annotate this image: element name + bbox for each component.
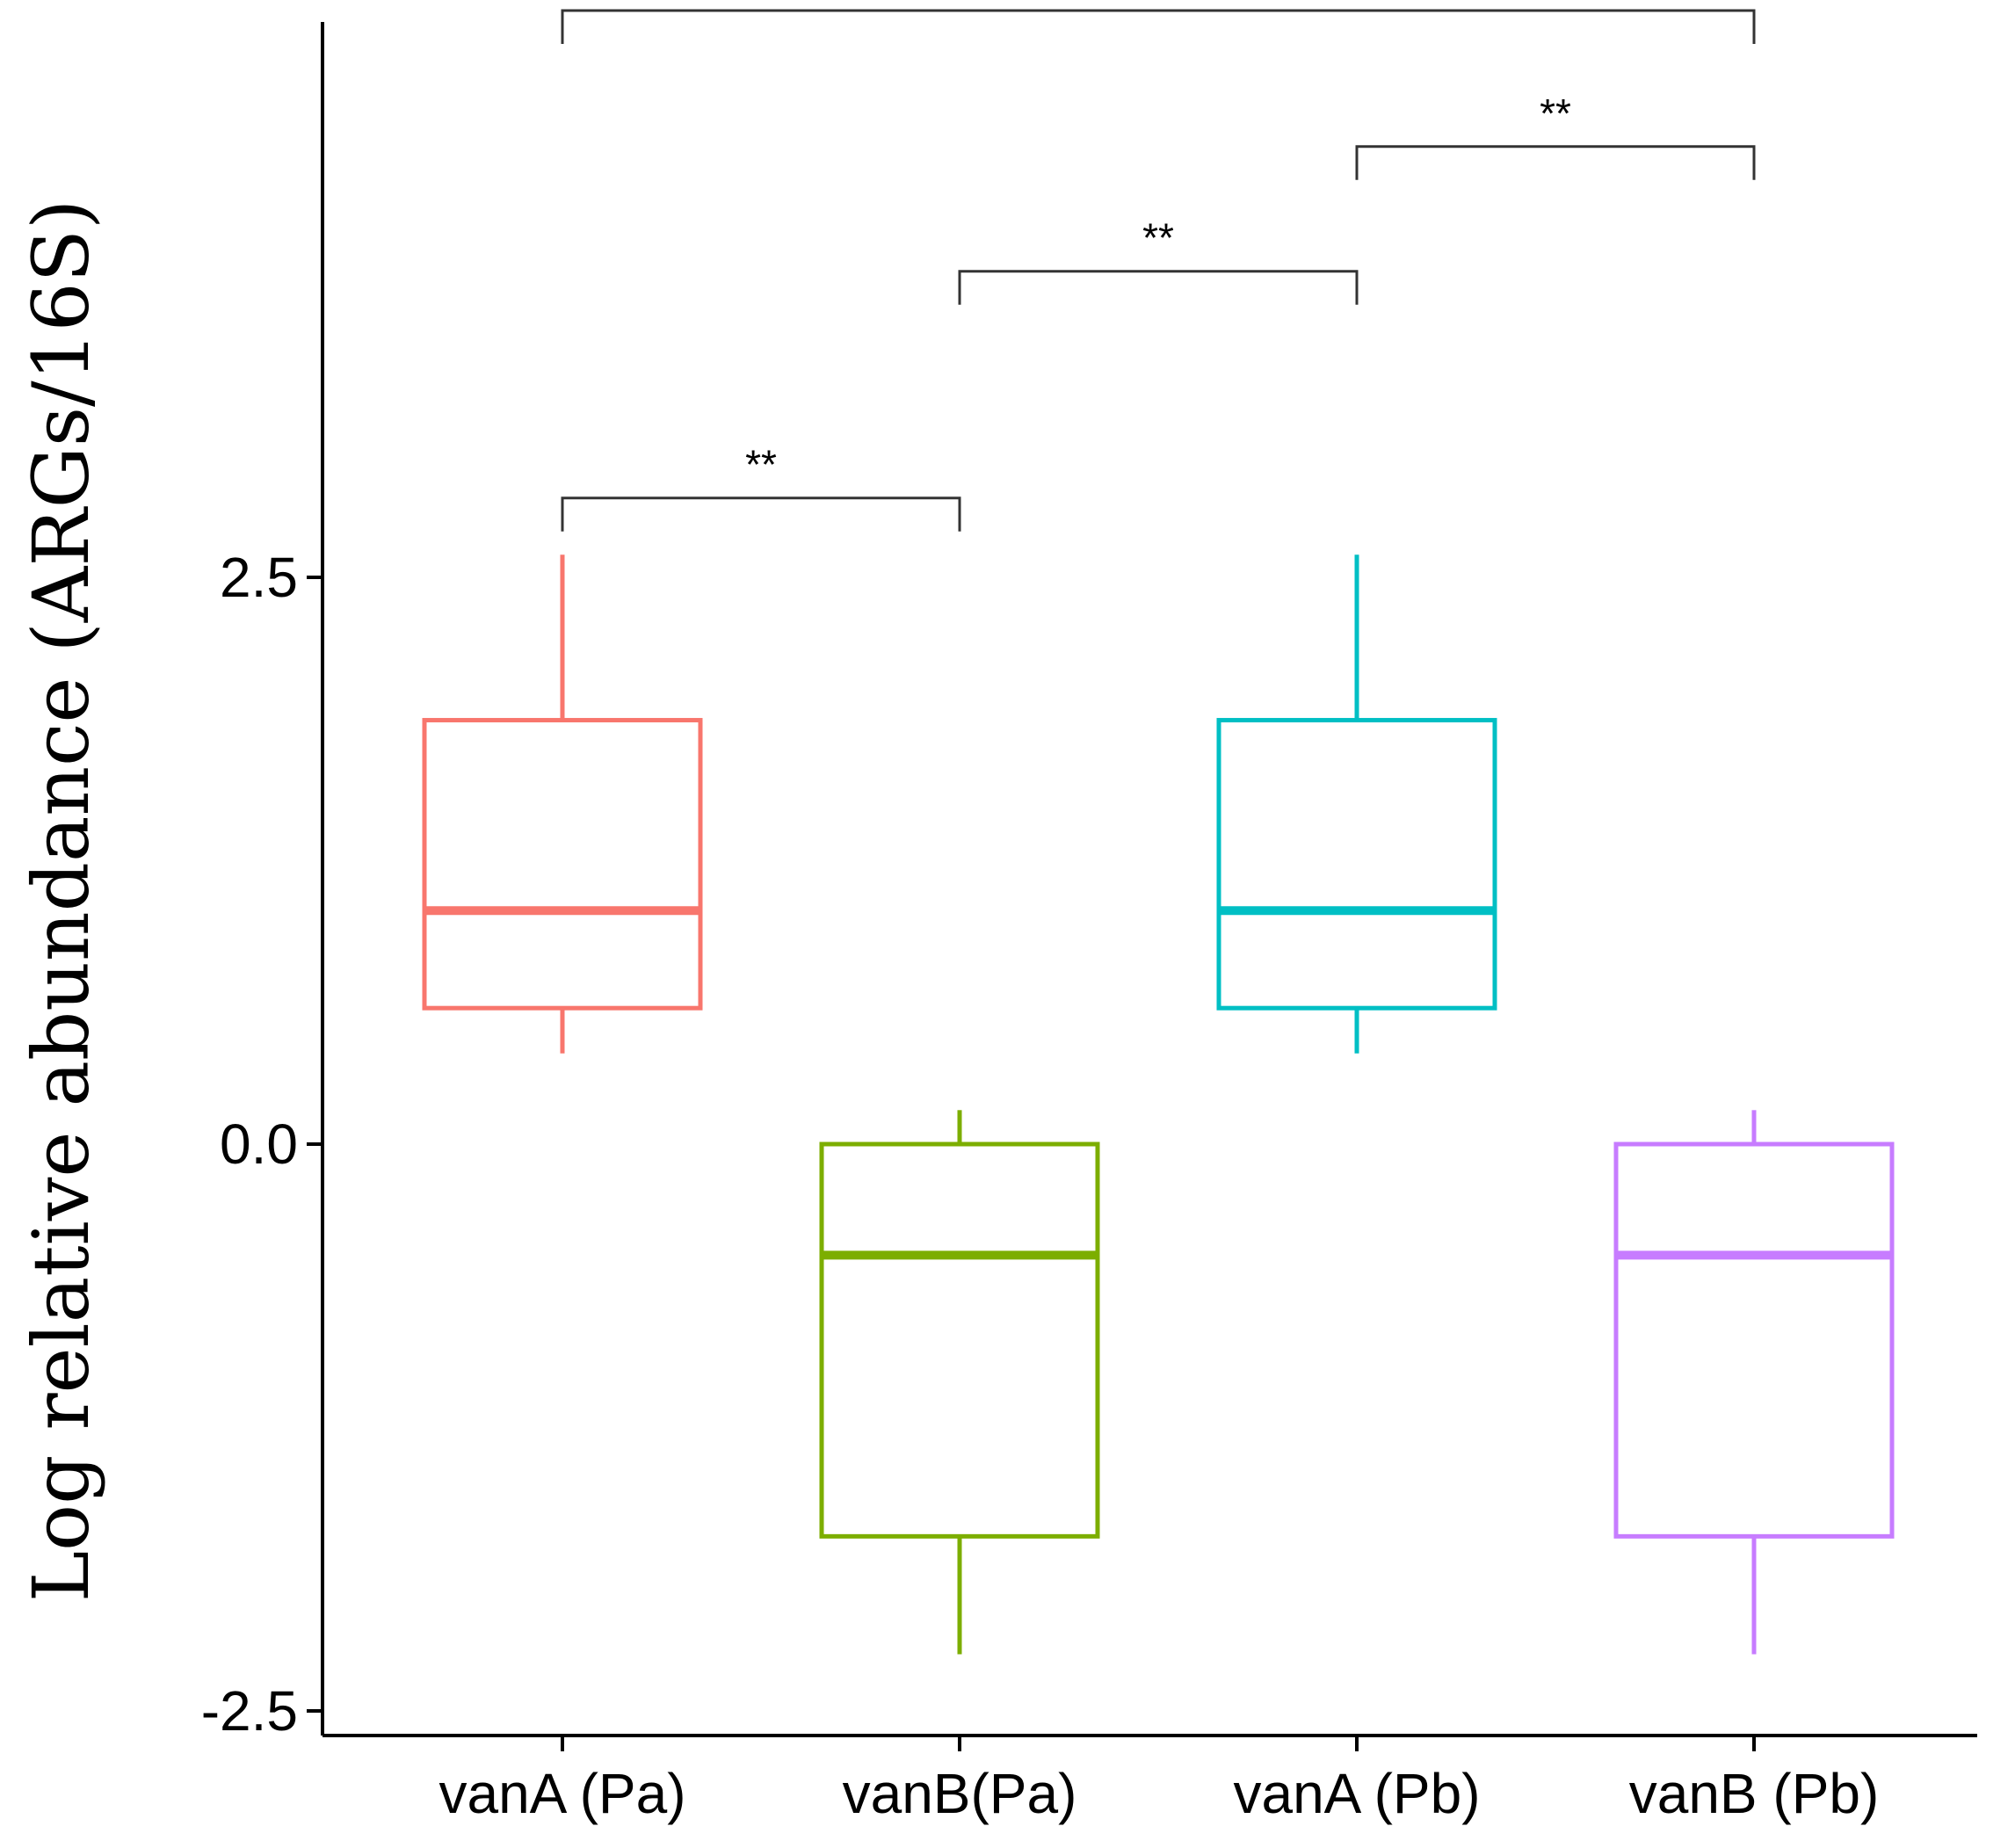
box-1 xyxy=(422,554,703,1054)
box-iqr xyxy=(819,1141,1100,1539)
box-3 xyxy=(1216,554,1497,1054)
significance-label: ** xyxy=(1540,91,1571,136)
y-tick-label: 2.5 xyxy=(220,546,298,609)
box-iqr xyxy=(1613,1141,1895,1539)
box-iqr xyxy=(422,718,703,1011)
x-ticks: vanA (Pa) vanB(Pa) vanA (Pb) vanB (Pb) xyxy=(439,1736,1879,1825)
bracket-line xyxy=(1355,145,1756,180)
y-tick-label: 0.0 xyxy=(220,1112,298,1176)
x-tick-label: vanB(Pa) xyxy=(843,1762,1077,1825)
y-tick-label: -2.5 xyxy=(201,1679,298,1743)
box-iqr xyxy=(1216,718,1497,1011)
x-tick-label: vanA (Pb) xyxy=(1233,1762,1480,1825)
x-tick-label: vanA (Pa) xyxy=(439,1762,685,1825)
y-axis-label: Log relative abundance (ARGs/16S) xyxy=(16,199,106,1603)
axes: Log relative abundance (ARGs/16S) xyxy=(16,22,1977,1737)
significance-bracket: ** xyxy=(958,215,1359,305)
significance-bracket: ** xyxy=(561,442,961,532)
boxes xyxy=(422,554,1895,1655)
significance-bracket: ** xyxy=(1355,91,1756,180)
box-2 xyxy=(819,1110,1100,1655)
significance-label: ** xyxy=(1142,215,1174,261)
significance-bracket: ** xyxy=(561,9,1756,44)
bracket-line xyxy=(958,270,1359,305)
bracket-line xyxy=(561,496,961,532)
bracket-line xyxy=(561,9,1756,44)
y-ticks: 2.5 0.0 -2.5 xyxy=(201,546,323,1743)
x-tick-label: vanB (Pb) xyxy=(1629,1762,1880,1825)
significance-label: ** xyxy=(745,442,777,488)
box-4 xyxy=(1613,1110,1895,1655)
significance-brackets: ** ** ** ** xyxy=(561,9,1756,532)
